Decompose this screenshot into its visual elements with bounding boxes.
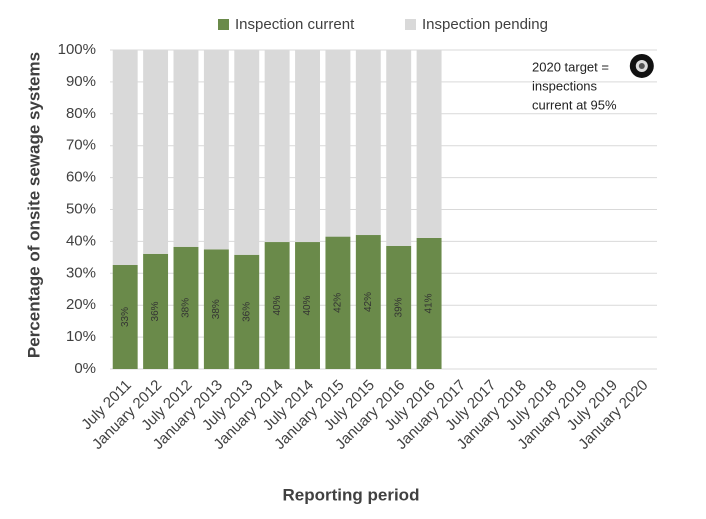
y-tick-label: 20% xyxy=(66,296,96,313)
bar-segment xyxy=(295,242,320,369)
y-tick-label: 70% xyxy=(66,137,96,154)
bar-segment xyxy=(355,50,381,236)
target-ring xyxy=(638,62,645,69)
legend-label: Inspection pending xyxy=(422,16,548,33)
bar-segment xyxy=(386,50,412,246)
value-label: 38% xyxy=(181,298,192,318)
value-label: 33% xyxy=(120,307,131,327)
bar-segment xyxy=(112,265,138,369)
bar-segment xyxy=(203,249,229,369)
bar-segment xyxy=(203,50,229,250)
y-tick-label: 50% xyxy=(66,200,96,217)
y-tick-label: 10% xyxy=(66,328,96,345)
legend-swatch xyxy=(405,19,416,30)
bar-segment xyxy=(173,50,199,247)
bar-segment xyxy=(416,50,442,238)
y-axis-title: Percentage of onsite sewage systems xyxy=(24,52,43,358)
value-label: 42% xyxy=(363,292,374,312)
y-tick-label: 100% xyxy=(58,41,96,58)
value-label: 36% xyxy=(241,302,252,322)
target-annotation: 2020 target = xyxy=(532,59,609,74)
bar-segment xyxy=(386,245,412,369)
bar-segment xyxy=(264,242,290,369)
legend-label: Inspection current xyxy=(235,16,355,33)
value-label: 40% xyxy=(272,295,283,315)
bar-segment xyxy=(416,237,442,369)
bar-segment xyxy=(143,50,169,254)
bar-segment xyxy=(325,236,351,369)
y-tick-label: 80% xyxy=(66,105,96,122)
bar-segment xyxy=(143,253,169,369)
bar-segment xyxy=(234,50,260,255)
y-tick-label: 40% xyxy=(66,232,96,249)
bar-segment xyxy=(234,254,260,369)
y-tick-label: 30% xyxy=(66,264,96,281)
bar-segment xyxy=(295,50,320,243)
value-label: 41% xyxy=(424,293,435,313)
y-tick-label: 0% xyxy=(74,360,96,377)
target-annotation: inspections xyxy=(532,78,598,93)
value-label: 36% xyxy=(150,301,161,321)
bar-segment xyxy=(325,50,351,237)
target-marker xyxy=(629,53,654,78)
value-label: 39% xyxy=(393,297,404,317)
target-annotation: current at 95% xyxy=(532,97,617,112)
value-label: 42% xyxy=(333,293,344,313)
bar-segment xyxy=(112,50,138,266)
y-tick-label: 90% xyxy=(66,73,96,90)
value-label: 38% xyxy=(211,299,222,319)
bar-segment xyxy=(264,50,290,243)
bar-segment xyxy=(173,246,199,369)
value-label: 40% xyxy=(302,295,313,315)
bar-segment xyxy=(355,235,381,369)
legend-swatch xyxy=(218,19,229,30)
y-tick-label: 60% xyxy=(66,169,96,186)
x-axis-title: Reporting period xyxy=(283,485,420,504)
